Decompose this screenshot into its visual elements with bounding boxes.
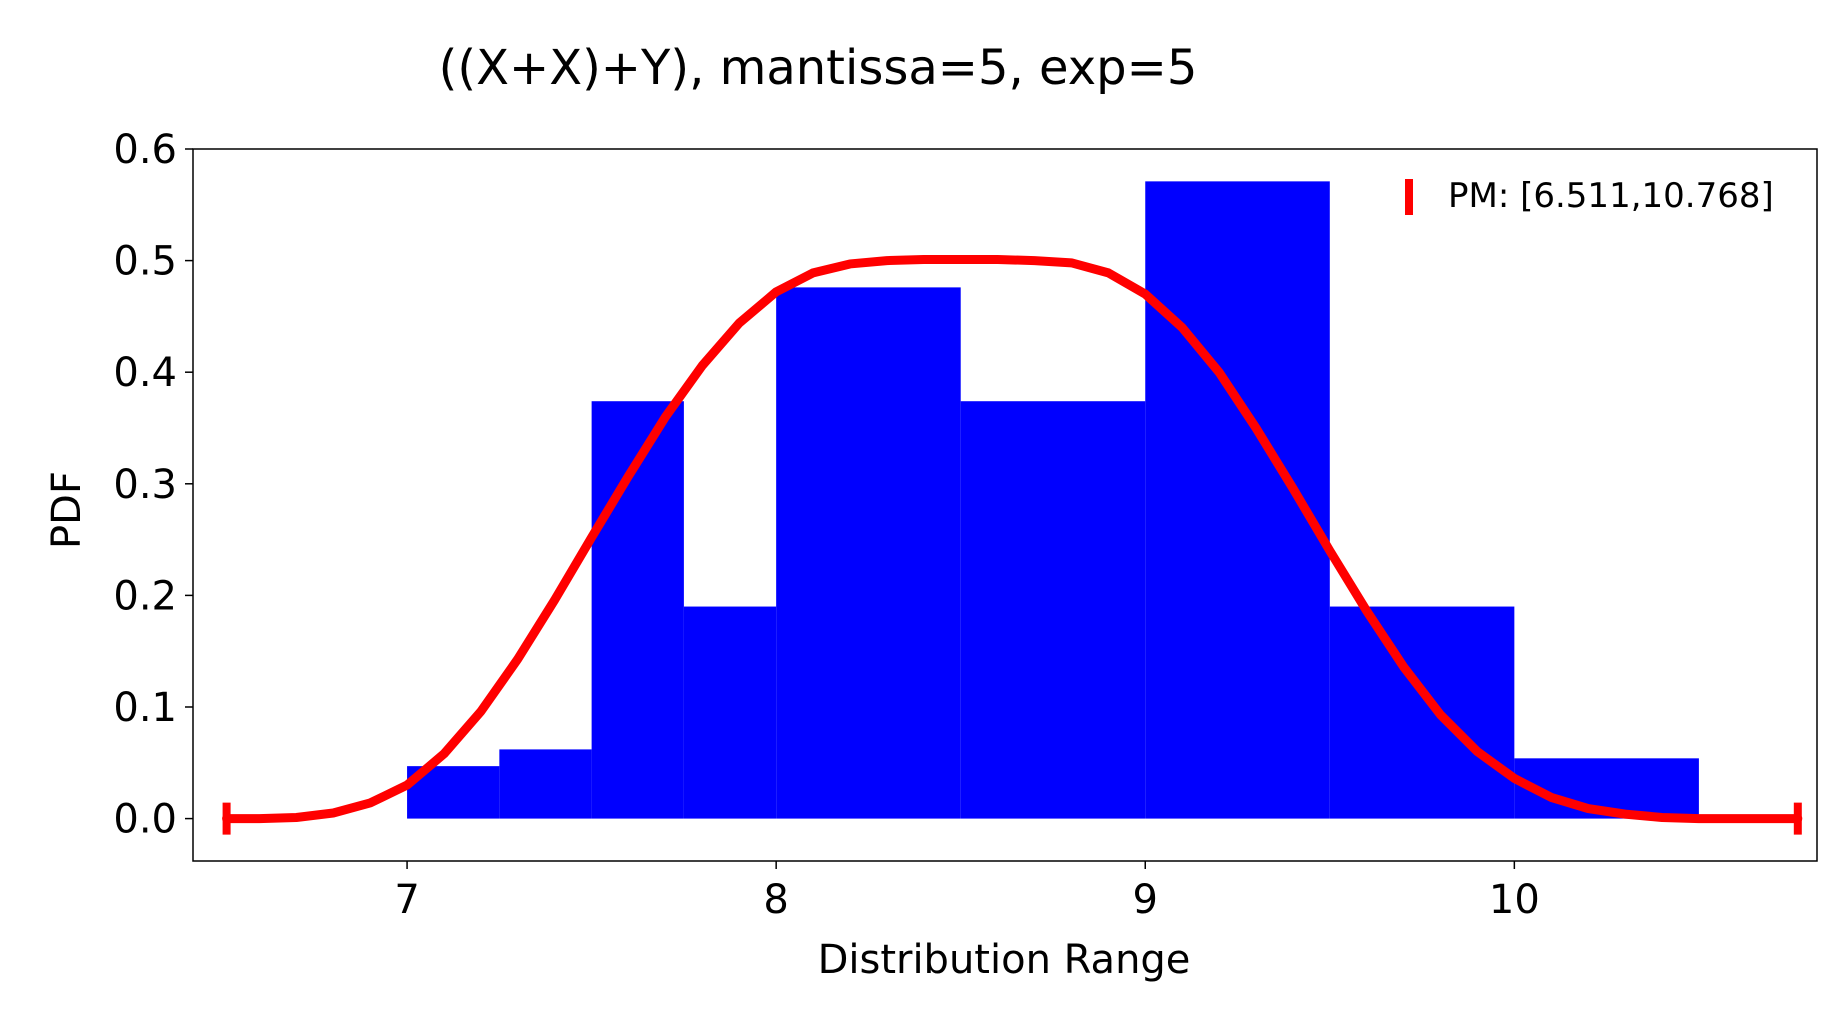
y-tick-label: 0.4 xyxy=(113,350,177,396)
histogram-bar-4 xyxy=(776,287,961,819)
legend-label: PM: [6.511,10.768] xyxy=(1448,176,1774,216)
y-tick-label: 0.2 xyxy=(113,573,177,619)
histogram-bar-5 xyxy=(960,401,1146,819)
y-tick-label: 0.5 xyxy=(113,239,177,285)
y-axis-label: PDF xyxy=(44,471,90,549)
y-tick-label: 0.6 xyxy=(113,127,177,173)
histogram-bar-3 xyxy=(683,606,777,819)
histogram-bars xyxy=(407,181,1699,819)
legend: PM: [6.511,10.768] xyxy=(1405,176,1774,216)
chart-title: ((X+X)+Y), mantissa=5, exp=5 xyxy=(439,40,1198,96)
x-tick-label: 9 xyxy=(1133,877,1158,923)
legend-marker xyxy=(1405,179,1413,215)
y-tick-label: 0.3 xyxy=(113,462,177,508)
histogram-bar-1 xyxy=(499,749,592,819)
histogram-bar-7 xyxy=(1329,606,1515,819)
x-tick-label: 7 xyxy=(394,877,419,923)
histogram-bar-2 xyxy=(591,401,684,819)
pdf-curve xyxy=(222,254,1803,824)
x-axis-label: Distribution Range xyxy=(818,937,1191,983)
y-axis-ticks: 0.0 0.1 0.2 0.3 0.4 0.5 0.6 xyxy=(113,127,193,843)
pdf-curve-layer xyxy=(222,254,1803,835)
y-tick-label: 0.1 xyxy=(113,685,177,731)
x-axis-ticks: 7 8 9 10 xyxy=(394,861,1540,923)
x-tick-label: 10 xyxy=(1489,877,1540,923)
x-tick-label: 8 xyxy=(763,877,788,923)
plot-area-frame xyxy=(192,148,1818,862)
y-tick-label: 0.0 xyxy=(113,797,177,843)
